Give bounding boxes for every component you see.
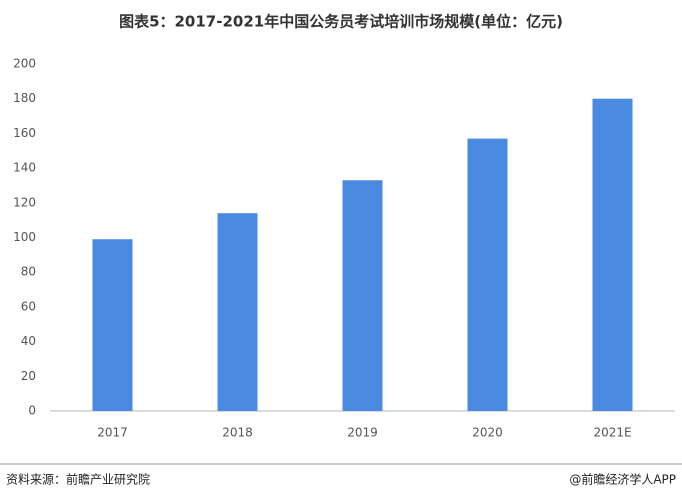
chart-title: 图表5：2017-2021年中国公务员考试培训市场规模(单位：亿元): [119, 13, 563, 31]
y-tick-label: 180: [13, 91, 36, 105]
bar: [467, 138, 508, 412]
y-tick-label: 100: [13, 230, 36, 244]
bar: [592, 98, 633, 411]
y-tick-label: 40: [21, 334, 36, 348]
y-tick-label: 80: [21, 265, 36, 279]
y-tick-label: 140: [13, 161, 36, 175]
y-tick-label: 120: [13, 195, 36, 209]
source: 资料来源：前瞻产业研究院: [6, 472, 150, 487]
x-tick-label: 2019: [347, 426, 378, 440]
y-tick-label: 160: [13, 126, 36, 140]
brand: @前瞻经济学人APP: [569, 472, 676, 487]
y-tick-label: 200: [13, 57, 36, 71]
y-tick-label: 0: [28, 404, 36, 418]
y-tick-label: 60: [21, 299, 36, 313]
x-tick-label: 2021E: [593, 426, 631, 440]
x-tick-label: 2018: [222, 426, 253, 440]
bar: [342, 180, 383, 411]
bar: [217, 213, 258, 411]
bar: [92, 239, 133, 411]
y-tick-label: 20: [21, 369, 36, 383]
x-tick-label: 2020: [472, 426, 503, 440]
x-tick-label: 2017: [97, 426, 128, 440]
